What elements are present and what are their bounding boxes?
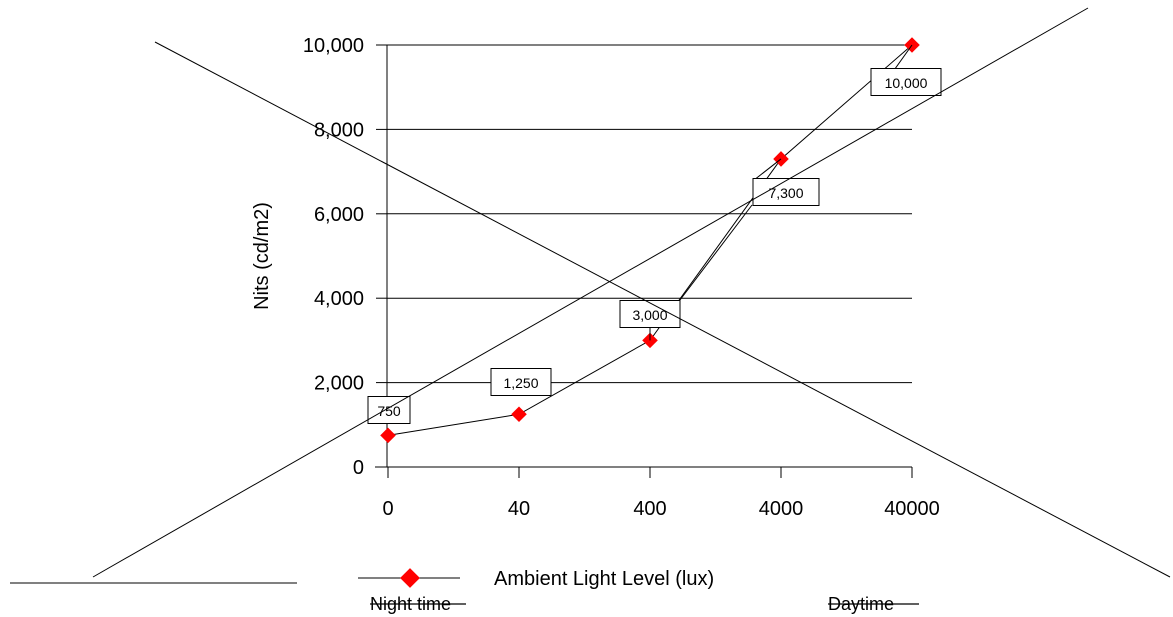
cross-line-ascending: [92, 7, 1089, 578]
data-label-leader: [679, 204, 753, 301]
data-labels: 750 1,250 3,000 7,300 10,000: [367, 44, 942, 424]
x-tick-label: 400: [633, 498, 666, 520]
x-tick-label: 40: [508, 498, 530, 520]
data-label: 1,250: [503, 375, 538, 391]
y-tick-label: 6,000: [314, 204, 364, 226]
x-axis-title: Ambient Light Level (lux): [494, 568, 714, 590]
data-label-box: [870, 68, 942, 96]
data-label-leader: [755, 158, 782, 179]
y-tick-label: 0: [353, 457, 364, 479]
data-label: 7,300: [768, 185, 803, 201]
series-line-path: [387, 44, 913, 436]
x-tick-label: 4000: [759, 498, 804, 520]
data-point: [380, 427, 396, 444]
y-tick-label: 10,000: [303, 35, 364, 57]
x-tick-label: 40000: [884, 498, 940, 520]
data-label: 3,000: [632, 307, 667, 323]
axes: [375, 44, 913, 478]
y-axis-title: Nits (cd/m2): [251, 202, 273, 310]
y-tick-label: 4,000: [314, 288, 364, 310]
data-point: [511, 406, 527, 423]
data-label: 750: [377, 403, 401, 419]
y-tick-labels: 0 2,000 4,000 6,000 8,000 10,000: [303, 35, 364, 479]
data-label-box: [367, 396, 411, 424]
strike-overlay: [10, 7, 1171, 584]
data-label-box: [752, 178, 820, 206]
y-tick-label: 2,000: [314, 373, 364, 395]
cross-line-descending: [154, 41, 1171, 578]
data-label-box: [490, 368, 552, 396]
legend: Ambient Light Level (lux): [358, 568, 714, 590]
data-label: 10,000: [885, 75, 928, 91]
legend-marker: [400, 568, 420, 588]
x-tick-labels: 0 40 400 4000 40000: [382, 498, 939, 520]
x-tick-label: 0: [382, 498, 393, 520]
y-tick-label: 8,000: [314, 119, 364, 141]
gridlines: [387, 44, 912, 384]
